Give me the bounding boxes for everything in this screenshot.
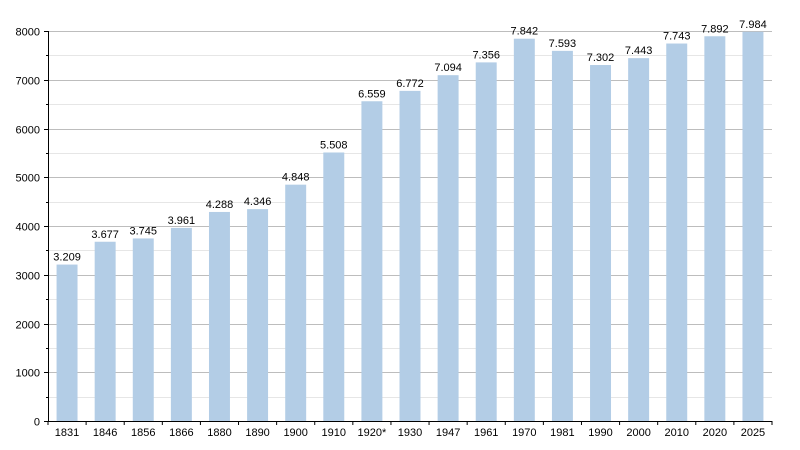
- bar-value-label: 6.559: [358, 88, 386, 100]
- y-tick-label: 2000: [16, 320, 40, 332]
- x-category-label: 1880: [207, 427, 231, 439]
- y-tick-label: 7000: [16, 76, 40, 88]
- bar-value-label: 7.443: [625, 45, 653, 57]
- x-category-label: 2010: [664, 427, 688, 439]
- x-category-label: 1856: [131, 427, 155, 439]
- bar-value-label: 7.302: [587, 52, 615, 64]
- bar: [437, 75, 459, 422]
- bar: [475, 62, 497, 421]
- bars: [56, 31, 764, 422]
- bar-value-label: 7.743: [663, 31, 691, 43]
- x-category-label: 1900: [283, 427, 307, 439]
- y-tick-label: 8000: [16, 27, 40, 39]
- y-tick-label: 6000: [16, 125, 40, 137]
- bar: [94, 241, 116, 421]
- x-category-label: 1910: [322, 427, 346, 439]
- bar: [208, 211, 230, 421]
- bar-value-label: 7.842: [511, 26, 539, 38]
- x-category-label: 1970: [512, 427, 536, 439]
- data-labels: 3.209 3.677 3.745 3.961 4.288 4.346 4.848 5.508…: [53, 19, 766, 264]
- x-category-label: 1831: [55, 427, 79, 439]
- x-category-label: 1890: [245, 427, 269, 439]
- bar-value-label: 3.677: [91, 229, 119, 241]
- bar: [361, 101, 383, 421]
- x-category-label: 2000: [626, 427, 650, 439]
- bar: [285, 184, 307, 421]
- bar-value-label: 7.593: [549, 38, 577, 50]
- bar: [247, 209, 269, 421]
- x-category-label: 1947: [436, 427, 460, 439]
- y-tick-label: 0: [34, 417, 40, 429]
- x-category-label: 2025: [741, 427, 765, 439]
- bar-value-label: 3.961: [168, 215, 196, 227]
- bar: [666, 43, 688, 421]
- bar-value-label: 7.356: [472, 49, 500, 61]
- bar-value-label: 7.984: [739, 19, 767, 31]
- x-category-label: 1930: [398, 427, 422, 439]
- y-tick-label: 3000: [16, 271, 40, 283]
- bar-value-label: 3.209: [53, 252, 81, 264]
- bar-value-label: 3.745: [129, 225, 157, 237]
- x-category-label: 1866: [169, 427, 193, 439]
- y-tick-label: 1000: [16, 368, 40, 380]
- bar-value-label: 4.346: [244, 196, 272, 208]
- bar: [628, 58, 650, 422]
- bar: [590, 65, 612, 421]
- x-category-label: 1920*: [358, 427, 387, 439]
- x-category-label: 1846: [93, 427, 117, 439]
- bar-value-label: 5.508: [320, 139, 348, 151]
- x-category-label: 1961: [474, 427, 498, 439]
- y-tick-label: 4000: [16, 222, 40, 234]
- bar: [56, 264, 78, 421]
- bar: [323, 152, 345, 422]
- bar: [704, 36, 726, 421]
- y-tick-label: 5000: [16, 173, 40, 185]
- bar: [399, 90, 421, 422]
- bar-value-label: 6.772: [396, 78, 424, 90]
- bar-value-label: 7.892: [701, 23, 729, 35]
- bar-value-label: 4.288: [206, 199, 234, 211]
- bar: [132, 238, 154, 421]
- bar: [551, 50, 573, 422]
- bar: [742, 31, 764, 422]
- x-category-label: 1981: [550, 427, 574, 439]
- bar: [170, 227, 192, 421]
- bar-value-label: 7.094: [434, 62, 462, 74]
- bar-value-label: 4.848: [282, 172, 310, 184]
- axes: 0 1000 2000 3000 4000 5000 6000 7000 8000 1831 184…: [16, 27, 773, 439]
- bar: [513, 38, 535, 421]
- x-category-label: 1990: [588, 427, 612, 439]
- x-category-label: 2020: [703, 427, 727, 439]
